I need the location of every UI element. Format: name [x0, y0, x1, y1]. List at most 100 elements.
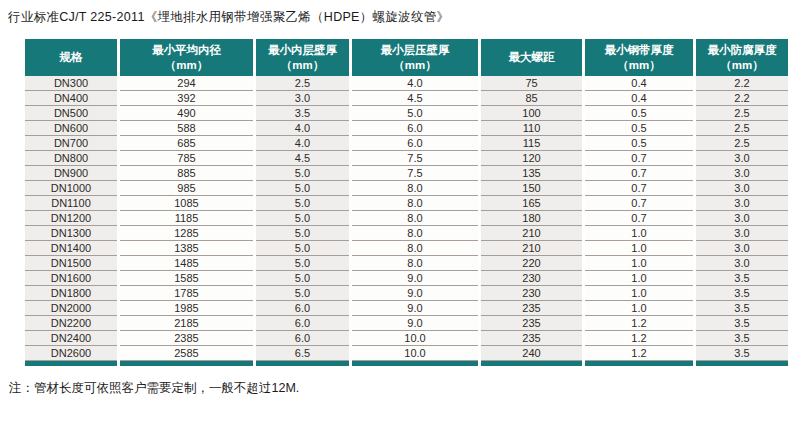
bottom-bar-segment [25, 361, 117, 366]
page-title: 行业标准CJ/T 225-2011《埋地排水用钢带增强聚乙烯（HDPE）螺旋波纹… [8, 9, 804, 26]
table-row: DN6005884.06.01100.52.5 [25, 121, 788, 136]
value-cell: 985 [120, 181, 253, 196]
value-cell: 230 [481, 271, 582, 286]
column-header: 最小钢带厚度（mm） [585, 39, 693, 76]
value-cell: 1.2 [585, 346, 693, 361]
value-cell: 3.0 [696, 211, 788, 226]
value-cell: 240 [481, 346, 582, 361]
value-cell: 220 [481, 256, 582, 271]
value-cell: 1985 [120, 301, 253, 316]
value-cell: 5.0 [256, 241, 349, 256]
value-cell: 2.5 [256, 76, 349, 91]
value-cell: 5.0 [256, 211, 349, 226]
table-row: DN8007854.57.51200.73.0 [25, 151, 788, 166]
value-cell: 9.0 [352, 316, 478, 331]
value-cell: 100 [481, 106, 582, 121]
column-header: 最小防腐厚度（mm） [696, 39, 788, 76]
value-cell: 1.0 [585, 286, 693, 301]
table-row: DN140013855.08.02101.03.0 [25, 241, 788, 256]
value-cell: 1785 [120, 286, 253, 301]
value-cell: 235 [481, 331, 582, 346]
table-row: DN160015855.09.02301.03.5 [25, 271, 788, 286]
value-cell: 1.2 [585, 316, 693, 331]
spec-cell: DN800 [25, 151, 117, 166]
value-cell: 0.7 [585, 211, 693, 226]
column-header: 最大螺距 [481, 39, 582, 76]
value-cell: 8.0 [352, 196, 478, 211]
value-cell: 75 [481, 76, 582, 91]
value-cell: 3.5 [696, 346, 788, 361]
table-row: DN7006854.06.01150.52.5 [25, 136, 788, 151]
value-cell: 0.7 [585, 151, 693, 166]
value-cell: 7.5 [352, 166, 478, 181]
value-cell: 5.0 [256, 181, 349, 196]
value-cell: 3.5 [696, 331, 788, 346]
spec-cell: DN300 [25, 76, 117, 91]
footnote: 注：管材长度可依照客户需要定制，一般不超过12M. [9, 380, 804, 397]
value-cell: 8.0 [352, 256, 478, 271]
value-cell: 4.5 [352, 91, 478, 106]
column-header: 最小内层壁厚（mm） [256, 39, 349, 76]
value-cell: 6.5 [256, 346, 349, 361]
pipe-spec-table: 规格最小平均内径（mm）最小内层壁厚（mm）最小层压壁厚（mm）最大螺距最小钢带… [22, 39, 791, 366]
value-cell: 0.5 [585, 136, 693, 151]
spec-cell: DN600 [25, 121, 117, 136]
value-cell: 135 [481, 166, 582, 181]
bottom-bar-segment [481, 361, 582, 366]
value-cell: 4.0 [352, 76, 478, 91]
value-cell: 150 [481, 181, 582, 196]
value-cell: 210 [481, 241, 582, 256]
value-cell: 9.0 [352, 271, 478, 286]
value-cell: 5.0 [256, 196, 349, 211]
value-cell: 120 [481, 151, 582, 166]
spec-cell: DN1400 [25, 241, 117, 256]
spec-cell: DN2600 [25, 346, 117, 361]
value-cell: 8.0 [352, 181, 478, 196]
bottom-bar-segment [256, 361, 349, 366]
value-cell: 5.0 [256, 271, 349, 286]
value-cell: 2.5 [696, 106, 788, 121]
spec-cell: DN2200 [25, 316, 117, 331]
value-cell: 3.0 [696, 166, 788, 181]
table-footer [25, 361, 788, 366]
table-row: DN200019856.09.02351.03.5 [25, 301, 788, 316]
value-cell: 180 [481, 211, 582, 226]
table-row: DN3002942.54.0750.42.2 [25, 76, 788, 91]
value-cell: 7.5 [352, 151, 478, 166]
spec-cell: DN500 [25, 106, 117, 121]
value-cell: 0.7 [585, 196, 693, 211]
spec-cell: DN700 [25, 136, 117, 151]
table-row: DN150014855.08.02201.03.0 [25, 256, 788, 271]
value-cell: 235 [481, 301, 582, 316]
value-cell: 3.0 [696, 256, 788, 271]
table-row: DN240023856.010.02351.23.5 [25, 331, 788, 346]
value-cell: 1285 [120, 226, 253, 241]
spec-cell: DN400 [25, 91, 117, 106]
value-cell: 785 [120, 151, 253, 166]
value-cell: 5.0 [256, 256, 349, 271]
value-cell: 165 [481, 196, 582, 211]
value-cell: 235 [481, 316, 582, 331]
value-cell: 9.0 [352, 301, 478, 316]
value-cell: 2185 [120, 316, 253, 331]
bottom-bar-segment [352, 361, 478, 366]
bottom-bar-segment [120, 361, 253, 366]
spec-cell: DN1000 [25, 181, 117, 196]
value-cell: 885 [120, 166, 253, 181]
value-cell: 5.0 [256, 226, 349, 241]
value-cell: 5.0 [256, 286, 349, 301]
value-cell: 3.5 [696, 316, 788, 331]
value-cell: 3.5 [696, 301, 788, 316]
table-row: DN220021856.09.02351.23.5 [25, 316, 788, 331]
table-row: DN260025856.510.02401.23.5 [25, 346, 788, 361]
value-cell: 5.0 [352, 106, 478, 121]
value-cell: 2385 [120, 331, 253, 346]
value-cell: 2.5 [696, 136, 788, 151]
value-cell: 230 [481, 286, 582, 301]
value-cell: 3.0 [696, 181, 788, 196]
value-cell: 0.5 [585, 106, 693, 121]
value-cell: 588 [120, 121, 253, 136]
value-cell: 1.0 [585, 226, 693, 241]
value-cell: 294 [120, 76, 253, 91]
table-row: DN10009855.08.01500.73.0 [25, 181, 788, 196]
